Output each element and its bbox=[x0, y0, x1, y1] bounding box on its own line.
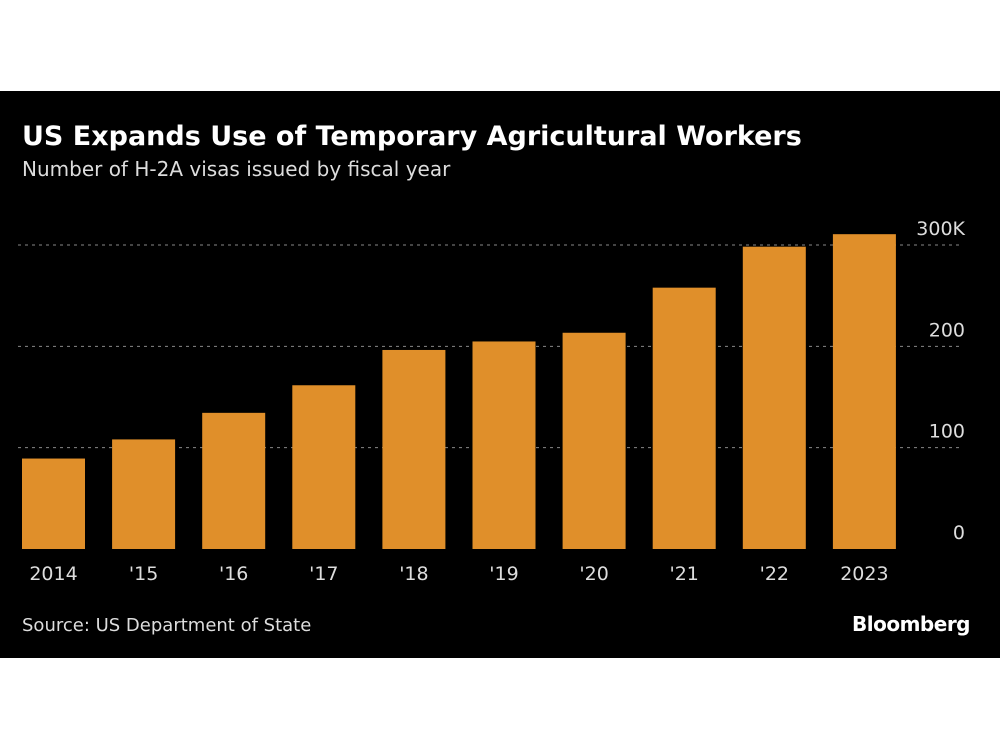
x-tick-label: '16 bbox=[219, 563, 248, 585]
chart-title: US Expands Use of Temporary Agricultural… bbox=[22, 121, 802, 152]
chart-subtitle: Number of H-2A visas issued by fiscal ye… bbox=[22, 157, 451, 181]
y-tick-label: 100 bbox=[929, 421, 965, 443]
bar bbox=[292, 385, 356, 549]
bar bbox=[742, 246, 806, 549]
bar bbox=[562, 332, 626, 549]
x-tick-label: 2023 bbox=[840, 563, 888, 585]
bar bbox=[382, 349, 446, 549]
bar bbox=[202, 412, 266, 549]
y-tick-label: 300K bbox=[916, 218, 965, 240]
bar bbox=[22, 458, 85, 549]
x-tick-label: '21 bbox=[669, 563, 698, 585]
bloomberg-logo: Bloomberg bbox=[852, 612, 970, 636]
x-tick-label: '19 bbox=[489, 563, 518, 585]
x-tick-label: '22 bbox=[760, 563, 789, 585]
bar bbox=[112, 439, 176, 549]
x-tick-label: 2014 bbox=[29, 563, 77, 585]
y-tick-label: 200 bbox=[929, 319, 965, 341]
bar-chart: 0 100 200 300K 2014 '15 '16 '17 '18 '19 '20 '21 '22 2… bbox=[18, 218, 966, 585]
bar bbox=[832, 234, 896, 550]
x-tick-label: '15 bbox=[129, 563, 158, 585]
bar bbox=[472, 341, 536, 549]
source-note: Source: US Department of State bbox=[22, 615, 312, 636]
x-tick-label: '18 bbox=[399, 563, 428, 585]
chart-panel: US Expands Use of Temporary Agricultural… bbox=[0, 91, 1000, 658]
x-tick-label: '17 bbox=[309, 563, 338, 585]
bar bbox=[652, 287, 716, 549]
x-tick-label: '20 bbox=[579, 563, 608, 585]
y-tick-label: 0 bbox=[953, 522, 965, 544]
